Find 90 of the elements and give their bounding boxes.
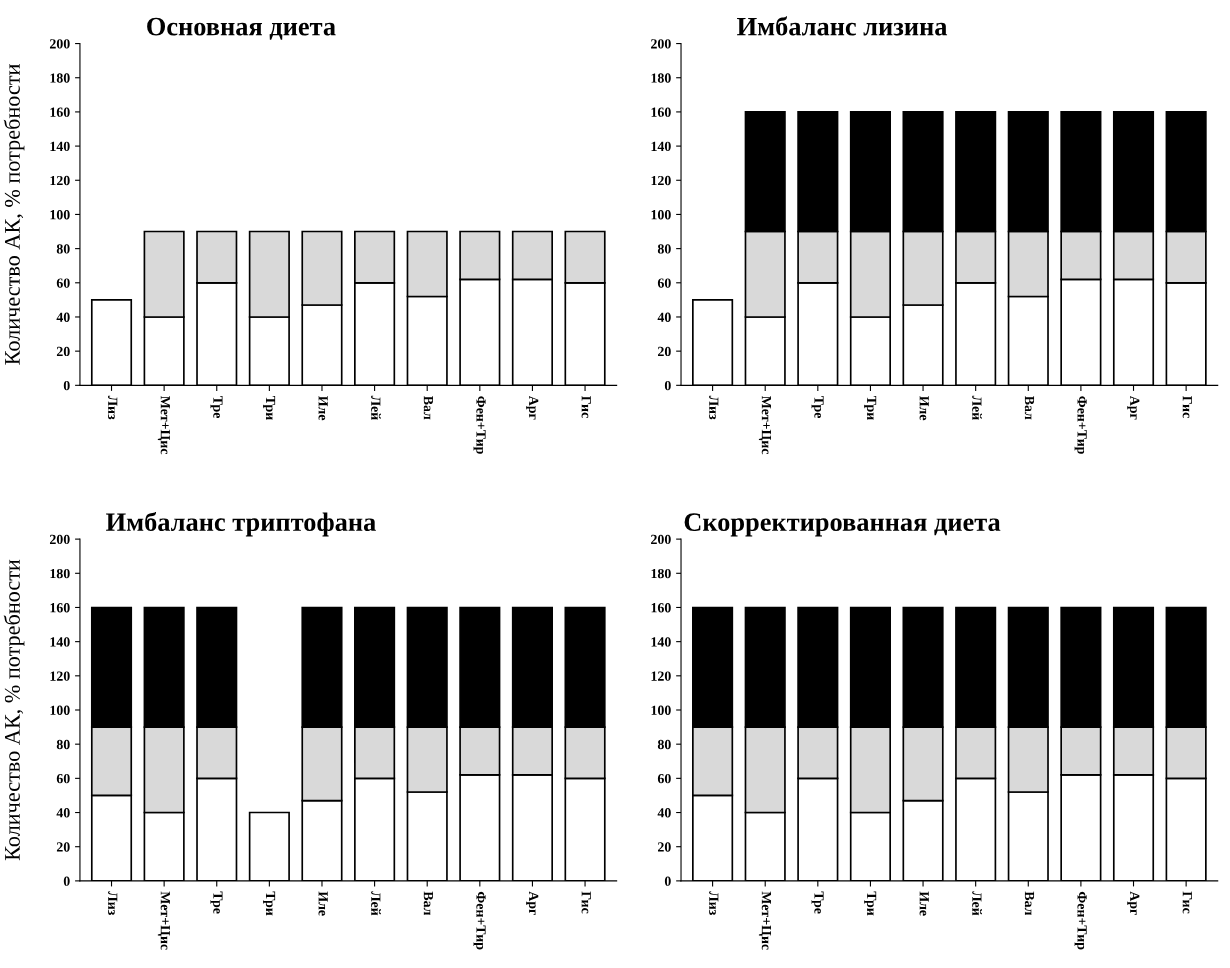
y-tick-label: 140	[50, 637, 70, 647]
x-tick-label: Гис	[1182, 891, 1192, 914]
y-tick-label: 200	[651, 534, 671, 545]
x-tick-label: Мет+Цис	[157, 891, 170, 950]
x-tick-label: Тре	[811, 891, 824, 914]
x-tick-label: Мет+Цис	[157, 395, 170, 455]
y-tick-label: 20	[56, 842, 70, 852]
y-tick-label: 60	[56, 773, 70, 784]
y-tick-label: 80	[657, 244, 671, 254]
x-tick-label: Лиз	[108, 891, 118, 915]
y-tick-label: 100	[50, 210, 70, 220]
y-tick-label: 160	[651, 107, 671, 117]
x-tick-label: Тре	[210, 891, 223, 914]
y-tick-label: 100	[50, 705, 70, 715]
x-tick-label: Три	[864, 891, 877, 916]
y-tick-label: 80	[56, 739, 70, 750]
x-tick-label: Фен+Тир	[473, 891, 486, 950]
y-tick-label: 40	[657, 808, 671, 818]
x-tick-label: Гис	[581, 395, 591, 418]
x-tick-label: Иле	[919, 395, 929, 421]
chart-title: Основная диета	[147, 17, 336, 40]
y-axis-title: Количество АК, % потребности	[3, 559, 25, 861]
y-tick-label: 120	[651, 671, 671, 681]
y-tick-label: 60	[657, 773, 671, 784]
y-tick-label: 140	[651, 637, 671, 647]
x-tick-label: Иле	[318, 395, 328, 421]
chart-title: Имбаланс лизина	[737, 16, 948, 36]
chart-title: Скорректированная диета	[684, 513, 1001, 537]
x-tick-label: Три	[263, 395, 276, 420]
y-tick-label: 160	[50, 107, 70, 117]
y-tick-label: 120	[50, 175, 70, 186]
x-tick-label: Фен+Тир	[1074, 891, 1087, 950]
x-tick-label: Гис	[1182, 395, 1192, 418]
x-tick-label: Арг	[526, 395, 539, 420]
y-tick-label: 60	[56, 278, 70, 288]
x-tick-label: Иле	[318, 891, 328, 916]
chart-title: Имбаланс триптофана	[106, 511, 376, 537]
y-axis-title: Количество АК, % потребности	[3, 64, 25, 365]
y-tick-label: 40	[56, 312, 70, 322]
x-tick-label: Фен+Тир	[473, 396, 486, 454]
x-tick-label: Вал	[423, 891, 433, 916]
y-tick-label: 180	[50, 73, 70, 83]
y-tick-label: 120	[651, 175, 671, 186]
x-tick-label: Мет+Цис	[758, 395, 771, 455]
x-tick-label: Лиз	[108, 395, 118, 420]
y-tick-label: 0	[63, 380, 70, 391]
y-tick-label: 160	[651, 603, 671, 613]
y-tick-label: 40	[56, 808, 70, 818]
y-tick-label: 100	[651, 210, 671, 220]
y-tick-label: 140	[651, 141, 671, 152]
y-tick-label: 200	[49, 39, 70, 49]
y-tick-label: 40	[657, 312, 671, 322]
y-tick-label: 200	[651, 39, 671, 49]
y-tick-label: 140	[50, 141, 70, 152]
y-tick-label: 160	[50, 603, 70, 613]
y-tick-label: 20	[56, 346, 70, 357]
x-tick-label: Мет+Цис	[758, 891, 771, 950]
y-tick-label: 20	[658, 842, 671, 852]
x-tick-label: Тре	[210, 395, 223, 419]
x-tick-label: Лиз	[709, 891, 719, 915]
x-tick-label: Иле	[919, 891, 929, 916]
x-tick-label: Арг	[1127, 395, 1140, 420]
x-tick-label: Вал	[1024, 395, 1035, 420]
y-tick-label: 0	[664, 876, 671, 886]
x-tick-label: Гис	[581, 891, 591, 914]
y-tick-label: 80	[657, 739, 671, 750]
y-tick-label: 180	[651, 568, 671, 579]
x-tick-label: Лей	[972, 891, 982, 916]
y-tick-label: 80	[56, 244, 70, 254]
x-tick-label: Лей	[371, 891, 381, 916]
x-tick-label: Арг	[1127, 891, 1140, 915]
x-tick-label: Фен+Тир	[1074, 396, 1087, 454]
y-tick-label: 0	[664, 380, 671, 391]
x-tick-label: Вал	[1024, 891, 1035, 916]
x-tick-label: Арг	[526, 891, 539, 915]
x-tick-label: Три	[864, 395, 877, 420]
y-tick-label: 60	[657, 278, 671, 288]
y-tick-label: 20	[658, 346, 671, 357]
x-tick-label: Тре	[811, 395, 824, 419]
x-tick-label: Лей	[972, 395, 982, 420]
x-tick-label: Три	[263, 891, 276, 916]
x-tick-label: Лей	[371, 395, 381, 420]
x-tick-label: Вал	[423, 395, 433, 420]
y-tick-label: 180	[50, 568, 70, 579]
y-tick-label: 180	[651, 73, 671, 83]
y-tick-label: 100	[651, 705, 671, 715]
y-tick-label: 200	[49, 534, 70, 545]
y-tick-label: 120	[50, 671, 70, 681]
y-tick-label: 0	[63, 876, 70, 886]
x-tick-label: Лиз	[709, 395, 719, 420]
